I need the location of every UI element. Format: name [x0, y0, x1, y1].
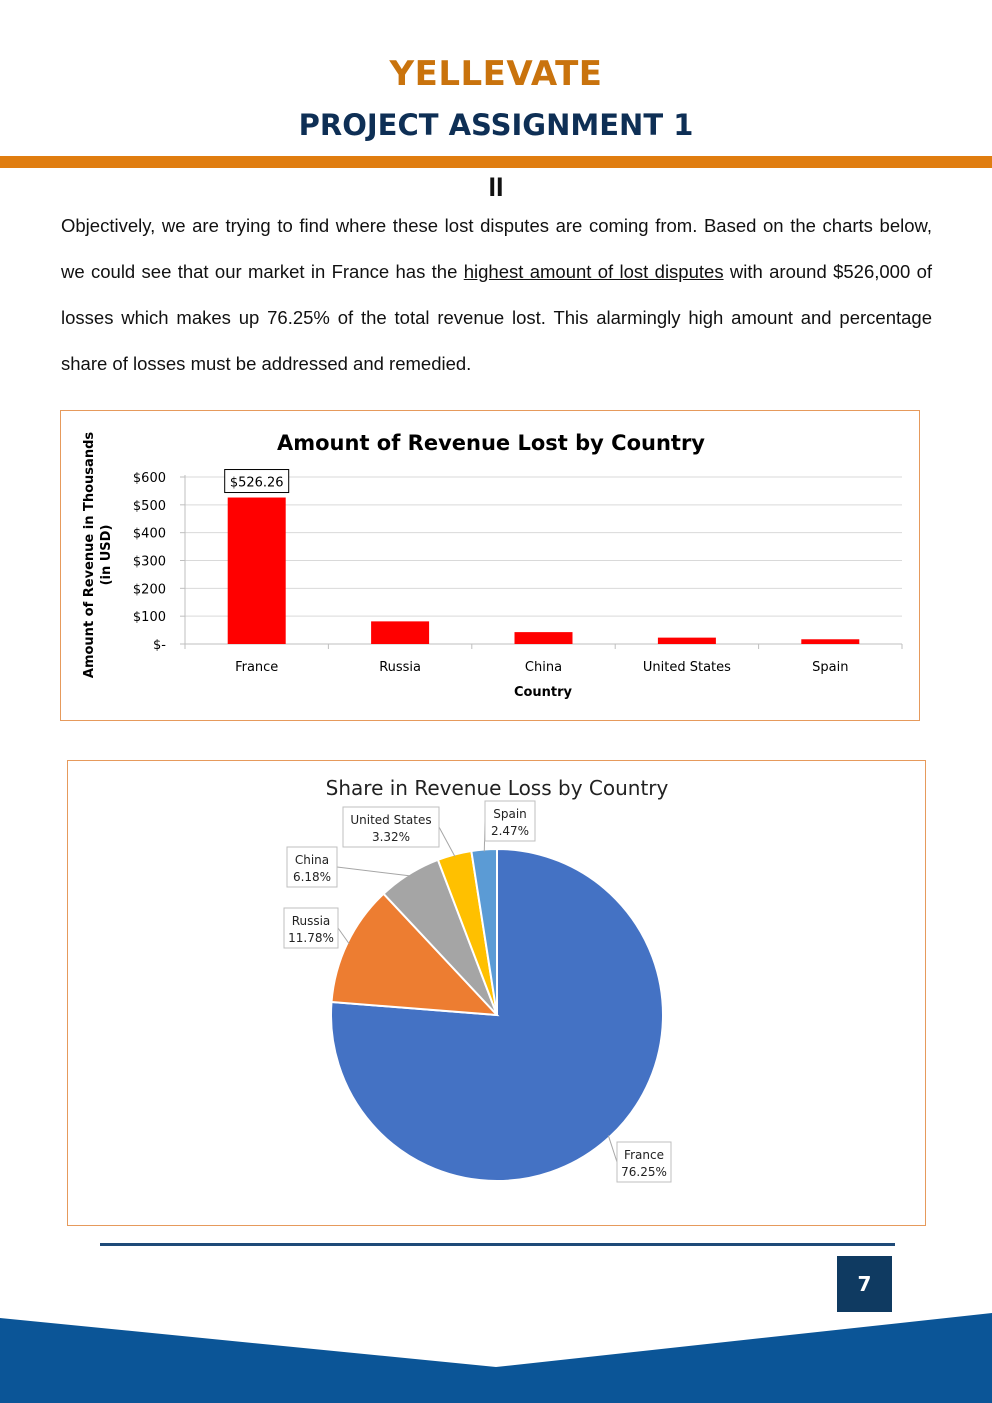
slice-label-box: [286, 846, 338, 888]
brand-title: YELLEVATE: [389, 54, 603, 94]
bar-chart-title: Amount of Revenue Lost by Country: [277, 431, 705, 455]
y-tick-label: $500: [133, 499, 166, 514]
slice-percent-label: 6.18%: [293, 870, 331, 884]
paragraph-text-end: with around $526,000 of losses which mak…: [61, 261, 933, 374]
y-tick-label: $300: [133, 555, 166, 570]
x-tick-label: France: [235, 660, 278, 675]
y-axis-label-line-1: Amount of Revenue in Thousands: [82, 432, 97, 678]
footer-band-shape: [0, 1313, 992, 1403]
slice-percent-label: 76.25%: [621, 1165, 667, 1179]
footer-band: [0, 1313, 992, 1403]
paragraph-text-start: Objectively, we are trying to find where…: [61, 215, 932, 282]
slice-percent-label: 3.32%: [372, 830, 410, 844]
y-tick-label: $400: [133, 527, 166, 542]
slice-percent-label: 11.78%: [288, 931, 334, 945]
x-tick-label: Spain: [812, 660, 848, 675]
section-number: II: [488, 172, 504, 202]
bar-chart: Amount of Revenue Lost by Country $- $100 $…: [82, 431, 903, 700]
paragraph-underlined-phrase: highest amount of lost disputes: [463, 261, 724, 282]
pie-chart-title: Share in Revenue Loss by Country: [326, 776, 669, 800]
slice-category-label: United States: [350, 813, 431, 827]
bar-united-states: [657, 637, 716, 644]
slice-label-box: [342, 806, 440, 848]
data-label: $526.26: [230, 476, 284, 491]
y-axis-label-line-2: (in USD): [99, 525, 114, 586]
bar-china: [514, 632, 573, 644]
leader-line: [337, 927, 350, 945]
data-label-box: [224, 469, 290, 494]
footer-divider: [100, 1243, 895, 1246]
slice-label-box: [616, 1141, 672, 1183]
y-tick-label: $600: [133, 471, 166, 486]
pie-slice-france: [330, 847, 664, 1182]
y-tick-label: $100: [133, 610, 166, 625]
slice-label-box: [484, 800, 536, 842]
x-tick-label: China: [525, 660, 562, 675]
y-tick-label: $-: [153, 638, 166, 653]
document-subtitle: PROJECT ASSIGNMENT 1: [298, 108, 694, 142]
page-number: 7: [837, 1256, 892, 1312]
x-axis-label: Country: [514, 685, 573, 700]
slice-label-box: [283, 907, 339, 949]
slice-category-label: France: [624, 1148, 664, 1162]
y-axis-label: Amount of Revenue in Thousands (in USD): [82, 432, 114, 678]
x-tick-label: Russia: [379, 660, 421, 675]
pie-chart-container: Share in Revenue Loss by Country France 76…: [67, 760, 926, 1226]
body-paragraph: Objectively, we are trying to find where…: [61, 203, 932, 387]
slice-percent-label: 2.47%: [491, 824, 529, 838]
bar-chart-container: Amount of Revenue Lost by Country $- $100 $…: [60, 410, 920, 721]
slice-category-label: Russia: [292, 914, 331, 928]
bar-russia: [371, 621, 430, 644]
slice-category-label: Spain: [493, 807, 527, 821]
y-tick-label: $200: [133, 582, 166, 597]
pie-chart: Share in Revenue Loss by Country France 76…: [283, 776, 672, 1183]
leader-line: [607, 1135, 618, 1163]
leader-line: [336, 866, 411, 877]
bar-spain: [801, 639, 860, 644]
x-tick-label: United States: [643, 660, 731, 675]
bar-france: [227, 497, 286, 644]
leader-line: [438, 826, 456, 857]
header-divider: [0, 156, 992, 168]
pie-slice-russia: [330, 892, 500, 1017]
slice-category-label: China: [295, 853, 329, 867]
